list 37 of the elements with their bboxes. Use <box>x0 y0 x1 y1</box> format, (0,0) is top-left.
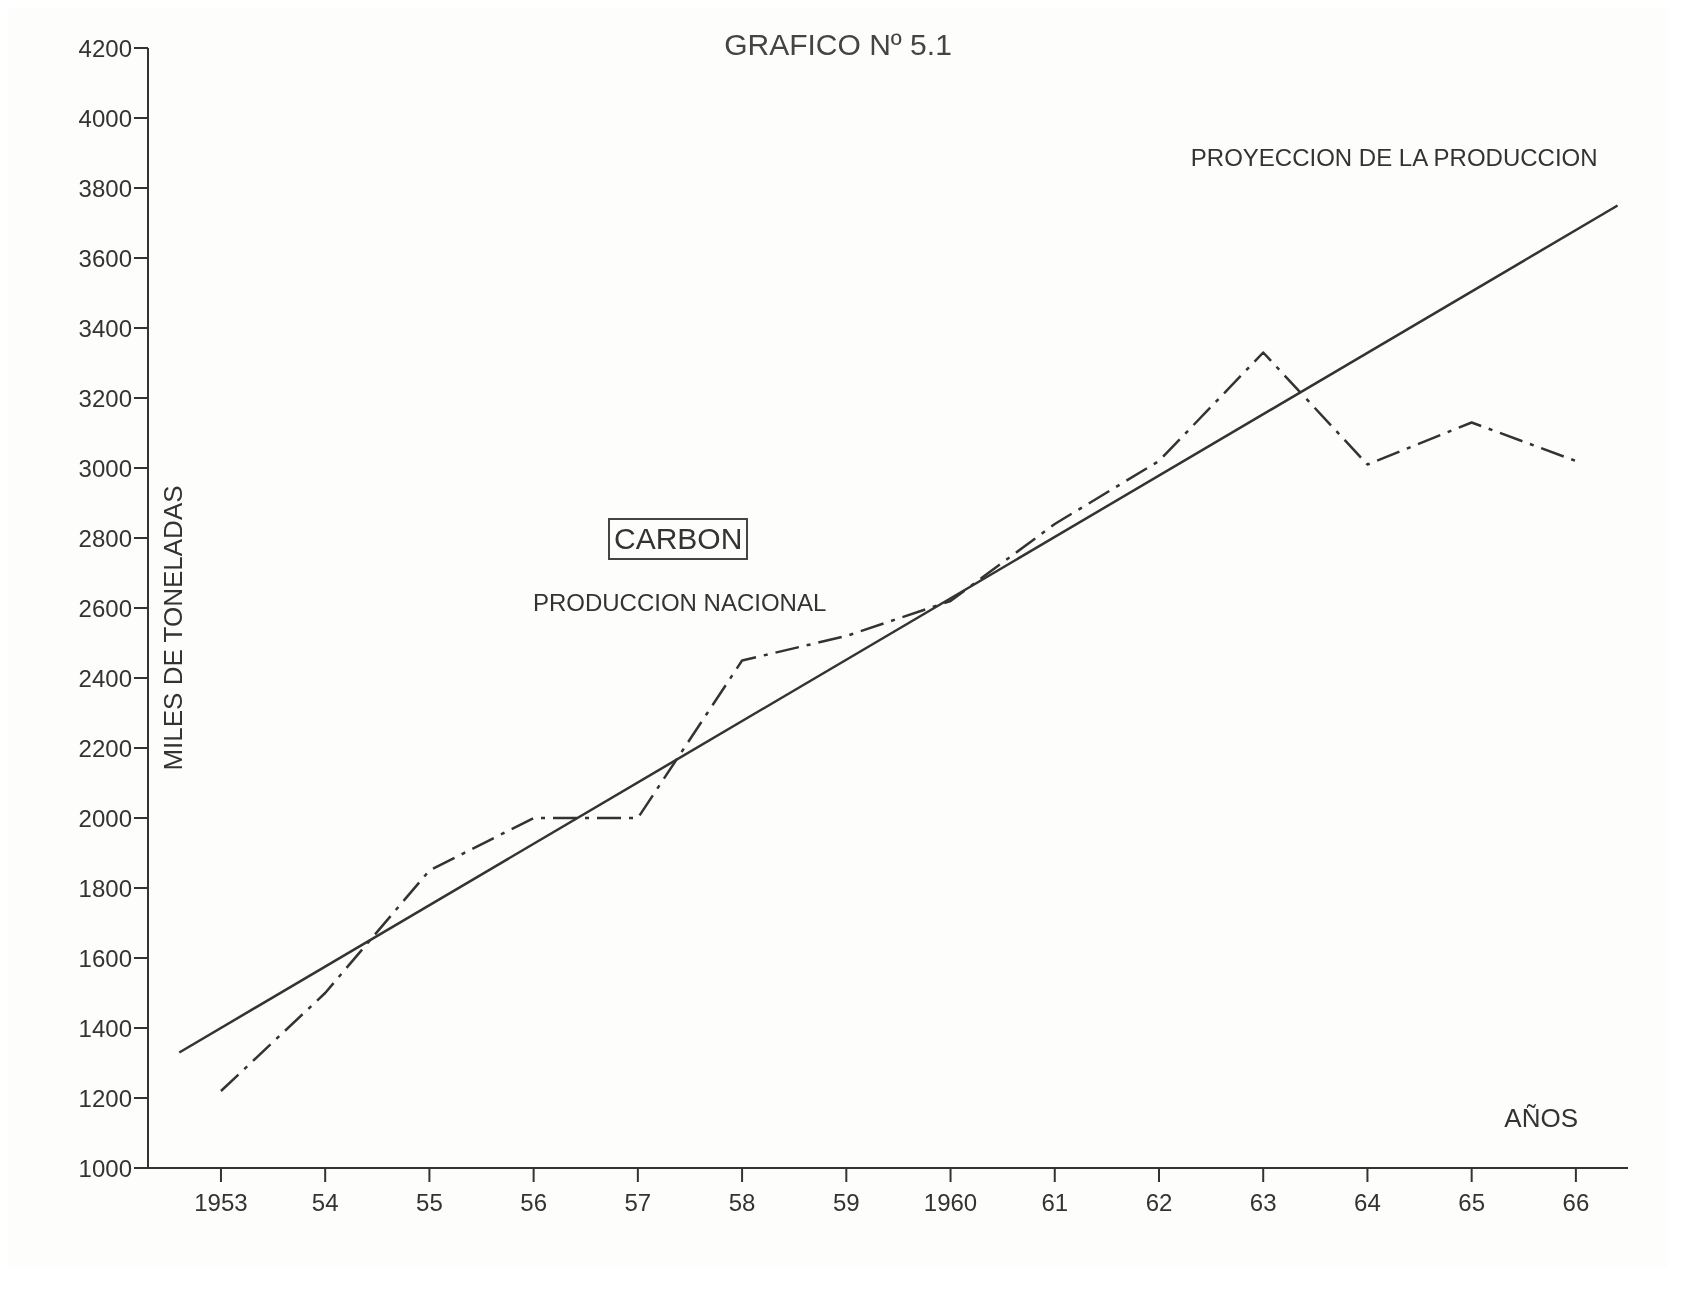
x-tick-label: 63 <box>1249 1189 1277 1217</box>
x-tick-label: 61 <box>1041 1189 1069 1217</box>
y-tick-label: 3800 <box>78 174 132 202</box>
y-tick-label: 3000 <box>78 454 132 482</box>
x-tick-label: 59 <box>832 1189 860 1217</box>
x-tick-label: 57 <box>624 1189 652 1217</box>
y-tick-label: 3400 <box>78 314 132 342</box>
x-tick-label: 64 <box>1354 1189 1381 1217</box>
x-axis-title: AÑOS <box>1504 1103 1578 1134</box>
x-tick-label: 56 <box>520 1189 547 1217</box>
y-tick-label: 3200 <box>78 384 132 412</box>
y-tick-label: 3600 <box>78 244 132 272</box>
series-label: PRODUCCION NACIONAL <box>532 589 827 616</box>
x-tick-label: 1960 <box>923 1189 978 1217</box>
annotation: CARBON <box>608 518 749 560</box>
y-tick-label: 1400 <box>78 1014 132 1042</box>
x-tick-label: 66 <box>1562 1189 1590 1217</box>
y-tick-label: 1000 <box>78 1154 132 1182</box>
y-tick-label: 4200 <box>78 34 132 62</box>
y-tick-label: 2800 <box>78 524 132 552</box>
x-tick-label: 55 <box>416 1189 443 1217</box>
y-tick-label: 4000 <box>78 104 132 132</box>
y-tick-label: 2600 <box>78 594 132 622</box>
y-tick-label: 2200 <box>78 734 132 762</box>
y-tick-label: 1200 <box>78 1084 132 1112</box>
y-tick-label: 1800 <box>78 874 132 902</box>
y-tick-label: 2000 <box>78 804 132 832</box>
x-tick-label: 58 <box>728 1189 756 1217</box>
x-tick-label: 62 <box>1145 1189 1173 1217</box>
series-label: PROYECCION DE LA PRODUCCION <box>1190 143 1598 171</box>
y-tick-label: 1600 <box>78 944 132 972</box>
x-tick-label: 65 <box>1458 1189 1486 1217</box>
y-axis-title: MILES DE TONELADAS <box>157 485 189 771</box>
chart-title: GRAFICO Nº 5.1 <box>724 28 952 61</box>
x-tick-label: 54 <box>311 1189 339 1217</box>
x-tick-label: 1953 <box>194 1189 248 1217</box>
y-tick-label: 2400 <box>78 664 132 692</box>
